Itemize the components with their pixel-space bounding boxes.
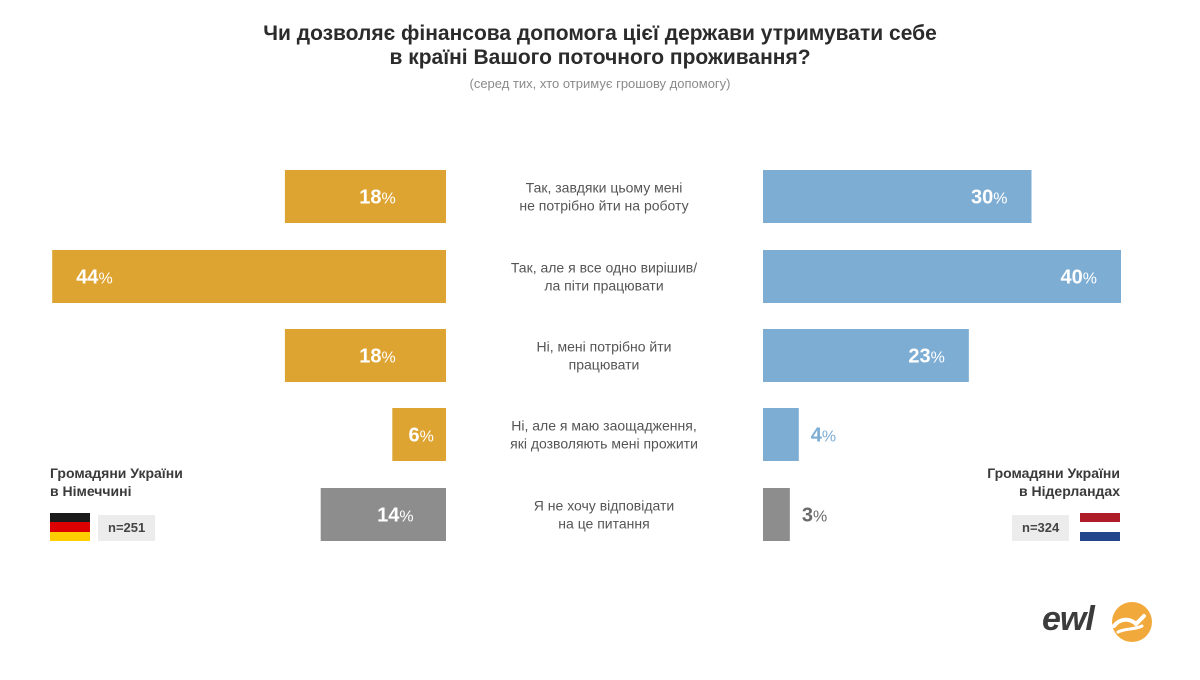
value-label-netherlands-4: 3% <box>802 505 827 527</box>
category-label-0: Так, завдяки цьому мені не потрібно йти н… <box>519 180 688 214</box>
group-label-germany: Громадяни України в Німеччині <box>50 464 183 500</box>
sample-size-netherlands: n=324 <box>1012 515 1070 541</box>
logo-text: ewl <box>1042 600 1095 638</box>
bar-netherlands-0 <box>763 170 1032 223</box>
bar-germany-1 <box>52 250 446 303</box>
ewl-logo: ewl <box>1042 598 1162 648</box>
sample-size-germany: n=251 <box>98 515 156 541</box>
category-label-3: Ні, але я маю заощадження, які дозволяють… <box>510 418 698 452</box>
value-label-germany-1: 44% <box>76 267 112 289</box>
handshake-icon <box>1112 602 1152 642</box>
group-label-netherlands-line1: Громадяни України <box>987 465 1120 481</box>
category-label-4: Я не хочу відповідати на це питання <box>534 498 674 532</box>
bar-netherlands-4 <box>763 488 790 541</box>
bar-germany-2 <box>284 329 446 382</box>
chart-subtitle: (серед тих, хто отримує грошову допомогу… <box>469 76 731 91</box>
value-label-netherlands-0: 30% <box>971 187 1007 209</box>
bar-netherlands-2 <box>763 329 969 382</box>
netherlands-flag-icon <box>1080 513 1120 541</box>
bar-netherlands-1 <box>763 250 1121 303</box>
group-label-netherlands: Громадяни України в Нідерландах <box>987 464 1120 500</box>
chart-title-line2: в країні Вашого поточного проживання? <box>389 46 811 69</box>
germany-flag-icon <box>50 513 90 541</box>
group-label-netherlands-line2: в Нідерландах <box>1019 483 1120 499</box>
bar-germany-3 <box>392 408 446 461</box>
value-label-germany-4: 14% <box>377 505 413 527</box>
bar-germany-4 <box>320 488 446 541</box>
value-label-germany-0: 18% <box>359 187 395 209</box>
chart-title-line1: Чи дозволяє фінансова допомога цієї держ… <box>263 22 937 45</box>
category-label-2: Ні, мені потрібно йти працювати <box>537 339 672 373</box>
group-label-germany-line1: Громадяни України <box>50 465 183 481</box>
value-label-netherlands-2: 23% <box>908 346 944 368</box>
bar-germany-0 <box>284 170 446 223</box>
value-label-germany-2: 18% <box>359 346 395 368</box>
value-label-netherlands-3: 4% <box>811 425 836 447</box>
bar-netherlands-3 <box>763 408 799 461</box>
group-label-germany-line2: в Німеччині <box>50 483 132 499</box>
value-label-germany-3: 6% <box>408 425 433 447</box>
category-label-1: Так, але я все одно вирішив/ла піти прац… <box>511 260 697 294</box>
value-label-netherlands-1: 40% <box>1061 267 1097 289</box>
